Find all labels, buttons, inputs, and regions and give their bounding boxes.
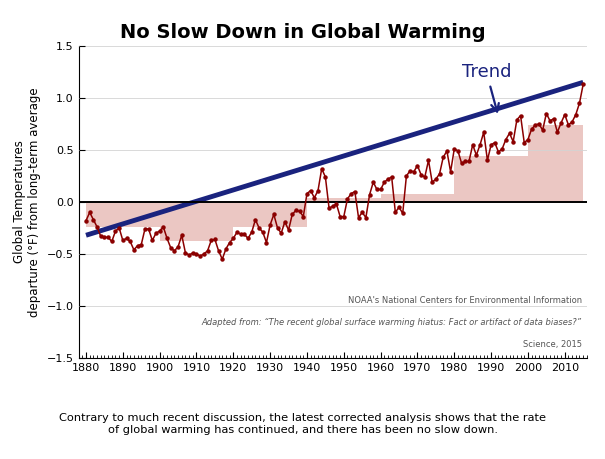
Text: No Slow Down in Global Warming: No Slow Down in Global Warming (120, 23, 485, 42)
Y-axis label: Global Temperatures
departure (°F) from long-term average: Global Temperatures departure (°F) from … (13, 87, 41, 317)
Text: Trend: Trend (462, 63, 511, 112)
Text: NOAA's National Centers for Environmental Information: NOAA's National Centers for Environmenta… (348, 296, 582, 305)
Text: Contrary to much recent discussion, the latest corrected analysis shows that the: Contrary to much recent discussion, the … (59, 413, 546, 435)
Text: Science, 2015: Science, 2015 (523, 340, 582, 349)
Text: Adapted from: “The recent global surface warming hiatus: Fact or artifact of dat: Adapted from: “The recent global surface… (201, 318, 582, 327)
